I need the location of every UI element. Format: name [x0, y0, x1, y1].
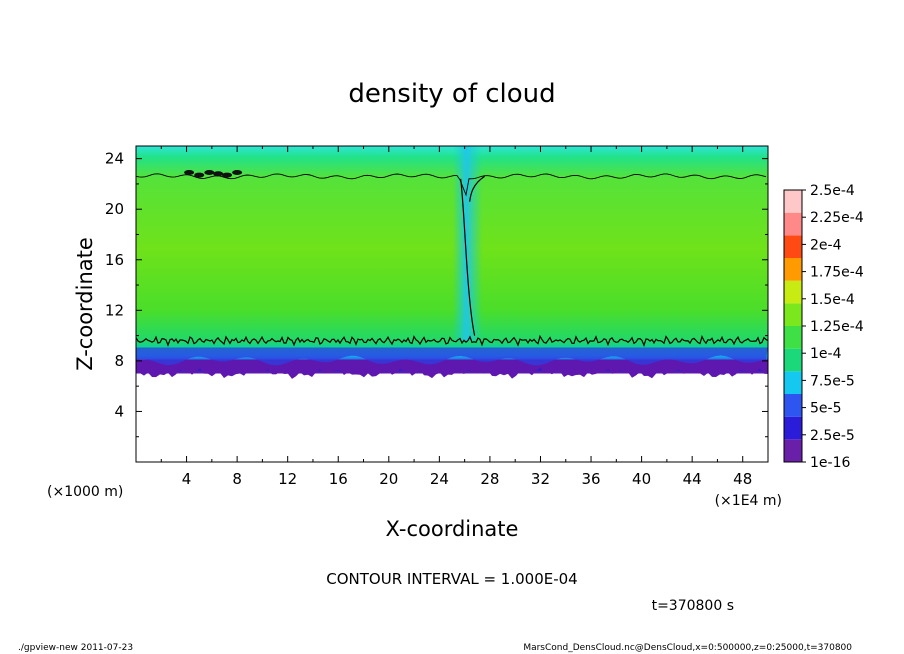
cloud-base-edge — [136, 359, 768, 379]
y-axis-label: Z-coordinate — [73, 237, 97, 371]
colorbar-segment — [784, 280, 802, 304]
x-tick-label: 16 — [329, 470, 348, 488]
colorbar-segment — [784, 258, 802, 281]
cloud-contour-blob — [232, 170, 243, 176]
colorbar-segment — [784, 190, 802, 213]
colorbar-label: 2.5e-5 — [810, 428, 855, 444]
x-tick-label: 24 — [430, 470, 449, 488]
colorbar-label: 1.25e-4 — [810, 319, 864, 335]
contour-interval-label: CONTOUR INTERVAL = 1.000E-04 — [326, 570, 577, 588]
contour-lower-line — [136, 334, 768, 348]
colorbar-label: 2.25e-4 — [810, 210, 864, 226]
x-tick-label: 48 — [733, 470, 752, 488]
colorbar-segment — [784, 416, 802, 440]
colorbar: 1e-16 2.5e-5 5e-5 7.5e-5 1e-4 1.25e-4 1.5e-4 1.… — [783, 183, 864, 471]
cloud-contour-blob — [204, 170, 215, 176]
cloud-layer-fill — [136, 146, 768, 374]
x-unit-left: (×1000 m) — [47, 484, 123, 500]
footer-data-source: MarsCond_DensCloud.nc@DensCloud,x=0:5000… — [523, 643, 852, 653]
y-axis: 4 8 12 16 20 24 — [105, 150, 768, 438]
colorbar-label: 2e-4 — [810, 237, 842, 253]
x-tick-label: 8 — [232, 470, 242, 488]
x-tick-label: 40 — [632, 470, 651, 488]
y-tick-label: 8 — [114, 352, 124, 370]
colorbar-segment — [784, 212, 802, 236]
colorbar-segment — [784, 235, 802, 258]
colorbar-label: 1.75e-4 — [810, 265, 864, 281]
cloud-base-band — [136, 347, 768, 366]
y-tick-label: 16 — [105, 251, 124, 269]
x-tick-label: 20 — [379, 470, 398, 488]
colorbar-label: 1e-16 — [810, 455, 850, 471]
y-tick-label: 20 — [105, 200, 124, 218]
colorbar-label: 2.5e-4 — [810, 183, 855, 199]
x-tick-label: 12 — [278, 470, 297, 488]
colorbar-label: 5e-5 — [810, 401, 841, 417]
x-tick-label: 28 — [480, 470, 499, 488]
chart-title: density of cloud — [348, 79, 555, 109]
time-label: t=370800 s — [652, 598, 734, 614]
colorbar-segment — [784, 348, 802, 372]
colorbar-segment — [784, 371, 802, 394]
downdraft-column — [452, 146, 483, 341]
colorbar-label: 1.5e-4 — [810, 292, 855, 308]
contour-upper-line — [136, 173, 767, 197]
cloud-contour-blob — [222, 172, 233, 178]
y-tick-label: 12 — [105, 301, 124, 319]
colorbar-segment — [784, 326, 802, 349]
colorbar-segment — [784, 439, 802, 462]
x-axis-label: X-coordinate — [386, 517, 519, 541]
colorbar-segment — [784, 303, 802, 326]
cloud-density-field — [136, 146, 768, 379]
cloud-contour-blob — [194, 172, 205, 178]
x-unit-right: (×1E4 m) — [715, 493, 782, 509]
x-tick-label: 44 — [683, 470, 702, 488]
x-tick-label: 36 — [581, 470, 600, 488]
y-tick-label: 24 — [105, 150, 124, 168]
colorbar-segment — [784, 394, 802, 417]
colorbar-label: 1e-4 — [810, 346, 842, 362]
contour-downdraft-line — [460, 175, 485, 336]
x-tick-label: 32 — [531, 470, 550, 488]
footer-program-date: ./gpview-new 2011-07-23 — [18, 643, 134, 653]
cloud-contour-blob — [213, 171, 224, 177]
x-axis: 4 8 12 16 20 24 28 32 36 40 44 48 — [160, 146, 752, 488]
colorbar-label: 7.5e-5 — [810, 373, 855, 389]
y-tick-label: 4 — [114, 402, 124, 420]
plot-frame — [135, 145, 769, 463]
cloud-contour-blob — [184, 170, 195, 176]
x-tick-label: 4 — [182, 470, 192, 488]
